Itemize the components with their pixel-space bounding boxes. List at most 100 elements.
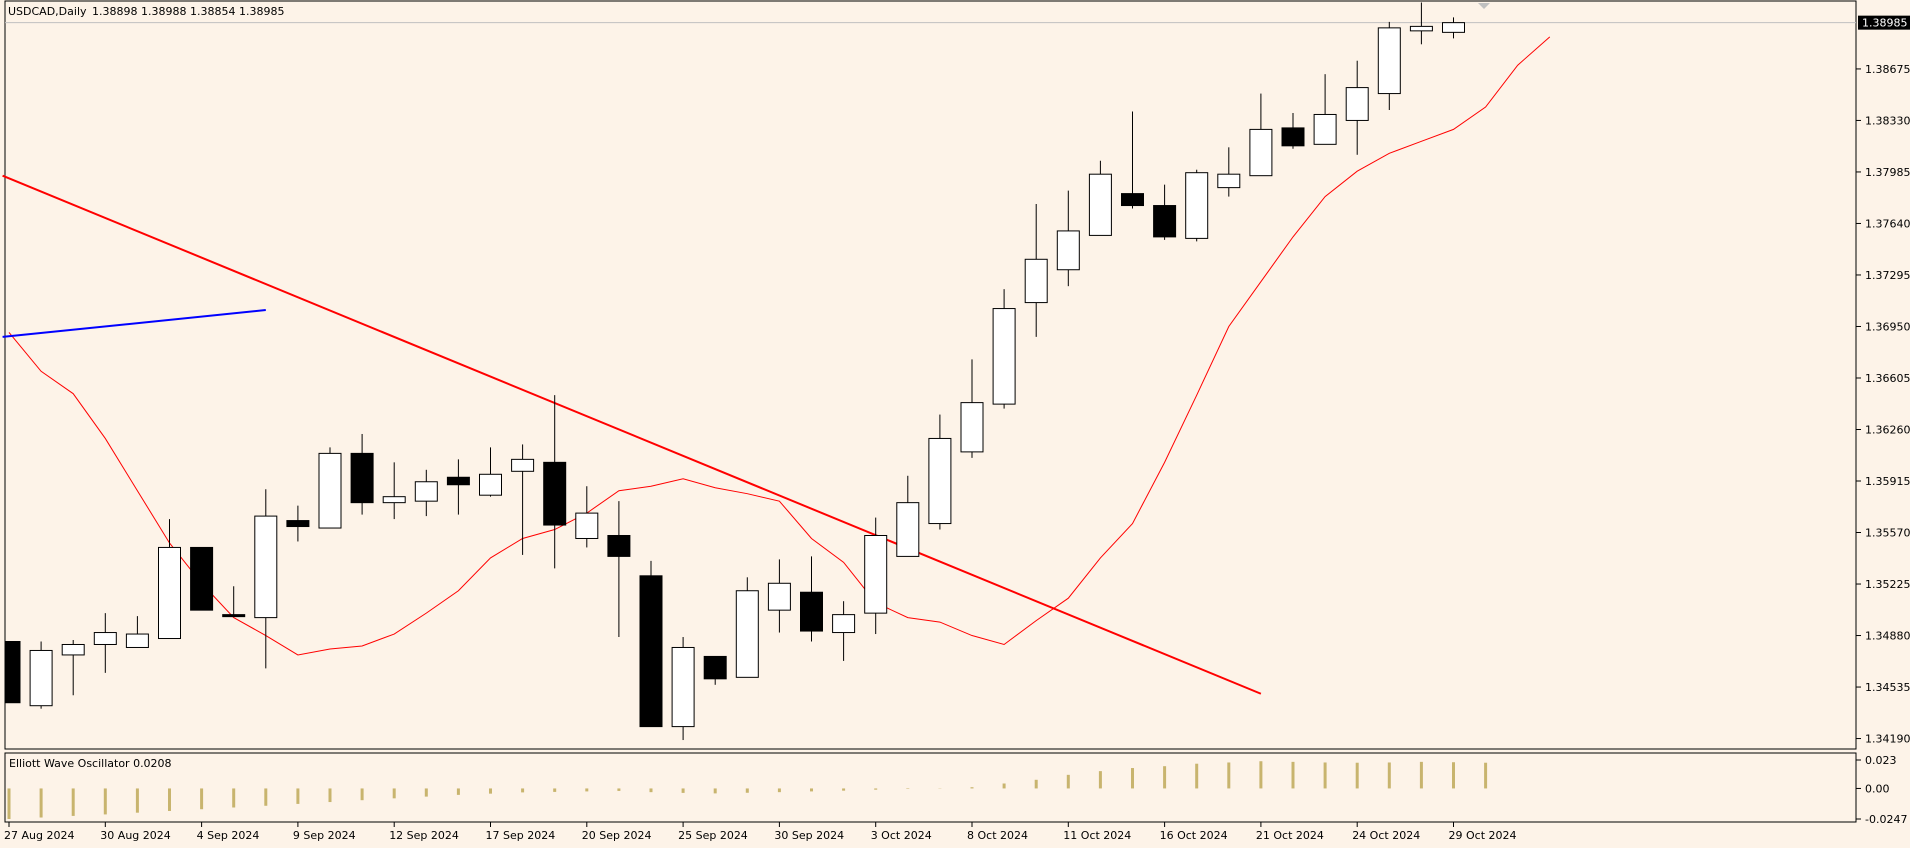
price-tick-label: 1.37985 <box>1865 166 1910 179</box>
trendline-layer <box>2 174 1262 695</box>
candle <box>671 637 695 741</box>
oscillator-axis: 0.023 0.00 -0.0247 <box>1856 754 1907 826</box>
time-tick-label: 4 Sep 2024 <box>197 829 260 842</box>
candle <box>543 395 567 569</box>
time-tick-label: 29 Oct 2024 <box>1449 829 1517 842</box>
candle-body-bearish <box>222 614 246 618</box>
candle-body-bearish <box>1281 127 1305 147</box>
candle-body-bullish <box>767 582 791 611</box>
candle-body-bullish <box>93 632 117 645</box>
candle-body-bullish <box>896 502 920 557</box>
candle <box>1281 112 1305 149</box>
candle <box>158 519 181 640</box>
candle <box>832 601 856 661</box>
symbol-label: USDCAD,Daily <box>8 5 87 18</box>
time-tick-label: 21 Oct 2024 <box>1256 829 1324 842</box>
candle-body-bullish <box>1409 25 1433 32</box>
candle <box>61 640 85 696</box>
candle <box>800 556 823 642</box>
oscillator-title: Elliott Wave Oscillator 0.0208 <box>9 757 172 770</box>
candle <box>1153 184 1177 240</box>
candle-body-bullish <box>318 452 342 529</box>
candle-body-bearish <box>543 461 567 526</box>
candle <box>896 475 920 557</box>
candle <box>928 414 952 530</box>
candle <box>1185 169 1209 242</box>
candle <box>1024 204 1048 337</box>
candle-body-bearish <box>639 575 663 728</box>
price-tick-label: 1.35915 <box>1865 475 1910 488</box>
candle <box>318 447 342 529</box>
candle <box>125 616 149 648</box>
candles-layer <box>4 2 1465 741</box>
candle <box>1217 147 1241 197</box>
candle <box>1249 93 1273 177</box>
candle <box>639 560 663 728</box>
candle-body-bullish <box>382 496 406 504</box>
candle <box>575 486 599 548</box>
candle-body-bullish <box>1313 113 1337 145</box>
time-tick-label: 9 Sep 2024 <box>293 829 356 842</box>
time-tick-label: 24 Oct 2024 <box>1352 829 1420 842</box>
candle <box>190 546 214 611</box>
candle-body-bearish <box>1153 205 1177 238</box>
price-tick-label: 1.34190 <box>1865 733 1910 746</box>
time-tick-label: 3 Oct 2024 <box>871 829 932 842</box>
price-tick-label: 1.35570 <box>1865 527 1910 540</box>
candle-body-bearish <box>800 591 823 632</box>
candle-body-bullish <box>864 534 888 614</box>
time-tick-label: 20 Sep 2024 <box>582 829 652 842</box>
time-axis: 27 Aug 2024 30 Aug 2024 4 Sep 2024 9 Sep 20… <box>4 822 1517 842</box>
candle-body-bullish <box>158 546 181 640</box>
candle-body-bullish <box>1377 27 1401 95</box>
candle <box>992 289 1016 409</box>
price-axis: 1.38675 1.38330 1.37985 1.37640 1.37295 1.369… <box>1856 63 1910 746</box>
candle-body-bullish <box>1217 173 1241 189</box>
candle-body-bullish <box>992 308 1016 405</box>
candle <box>350 433 374 515</box>
candle <box>1377 21 1401 110</box>
candle-body-bullish <box>1185 172 1209 239</box>
candle <box>1088 160 1112 236</box>
candle-body-bullish <box>1024 258 1048 304</box>
candle <box>511 444 535 555</box>
oscillator-bars-layer <box>7 761 1488 819</box>
candle <box>735 577 759 678</box>
oscillator-tick-label: -0.0247 <box>1865 813 1907 826</box>
oscillator-frame <box>4 752 1857 823</box>
candle <box>222 586 246 618</box>
candle <box>286 505 310 542</box>
time-tick-label: 12 Sep 2024 <box>389 829 459 842</box>
candle-body-bullish <box>960 402 984 453</box>
candle-body-bullish <box>254 515 278 619</box>
candle-body-bullish <box>1345 87 1369 121</box>
candle-body-bearish <box>4 641 21 704</box>
candle <box>960 359 984 458</box>
candle-body-bullish <box>735 590 759 678</box>
price-tick-label: 1.34535 <box>1865 681 1910 694</box>
ohlc-readout: 1.38898 1.38988 1.38854 1.38985 <box>92 5 284 18</box>
candle <box>414 469 438 517</box>
candle-body-bullish <box>832 614 856 634</box>
time-tick-label: 16 Oct 2024 <box>1160 829 1228 842</box>
candle-body-bearish <box>286 520 310 528</box>
candle-body-bearish <box>446 476 470 486</box>
candle <box>1056 190 1080 287</box>
candle <box>1442 17 1465 39</box>
price-tick-label: 1.37640 <box>1865 217 1910 230</box>
candle-body-bullish <box>1249 128 1273 177</box>
candle <box>1121 111 1144 209</box>
candle <box>1345 60 1369 155</box>
candle <box>29 641 53 709</box>
candle-body-bullish <box>1442 22 1465 33</box>
time-tick-label: 27 Aug 2024 <box>4 829 74 842</box>
candle-body-bullish <box>29 649 53 707</box>
candle-body-bullish <box>575 512 599 539</box>
candle <box>93 613 117 673</box>
candle-body-bearish <box>190 546 214 611</box>
price-tick-label: 1.34880 <box>1865 630 1910 643</box>
candle <box>1409 2 1433 45</box>
candle-body-bearish <box>607 534 631 557</box>
chart-shift-marker-icon[interactable] <box>1478 3 1490 9</box>
